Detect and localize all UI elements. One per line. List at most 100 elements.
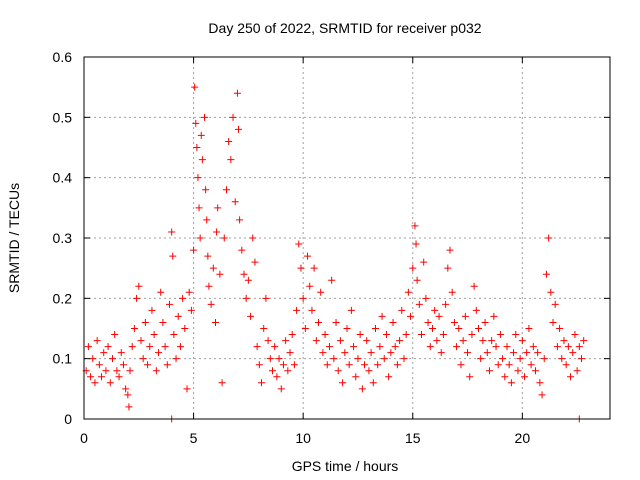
data-point (580, 337, 588, 345)
data-point (529, 343, 537, 351)
data-point (84, 343, 92, 351)
data-point (402, 331, 410, 339)
data-point (431, 306, 439, 314)
data-point (202, 186, 210, 194)
data-point (144, 361, 152, 369)
data-point (170, 331, 178, 339)
data-point (483, 349, 491, 357)
data-point (321, 331, 329, 339)
data-point (181, 325, 189, 332)
data-point (130, 325, 138, 332)
data-point (174, 312, 182, 320)
data-point (179, 294, 187, 302)
data-point (549, 318, 557, 326)
y-tick-label: 0.3 (53, 230, 73, 246)
data-point (306, 282, 314, 290)
data-point (426, 343, 434, 351)
data-point (152, 367, 160, 375)
data-point (218, 379, 226, 387)
data-point (573, 367, 581, 375)
data-point (247, 312, 255, 320)
data-point (122, 385, 130, 393)
y-tick-label: 0.5 (53, 109, 73, 125)
data-point (391, 343, 399, 351)
data-point (137, 337, 145, 345)
data-point (282, 337, 290, 345)
data-point (422, 294, 430, 302)
data-point (301, 325, 309, 332)
data-point (371, 325, 379, 332)
data-point (442, 300, 450, 308)
data-point (216, 270, 224, 278)
data-point (135, 282, 143, 290)
data-point (205, 282, 213, 290)
data-point (380, 355, 388, 363)
data-point (527, 361, 535, 369)
data-point (266, 355, 274, 363)
data-point (258, 379, 266, 387)
data-point (192, 119, 200, 127)
data-point (209, 264, 217, 272)
axis-ticks: 0 0.1 0.2 0.3 0.4 0.5 0.6 0 5 10 15 20 (53, 49, 610, 446)
data-point (148, 306, 156, 314)
data-point (227, 156, 235, 164)
data-point (310, 264, 318, 272)
data-point (358, 385, 366, 393)
data-point (198, 156, 206, 164)
data-point (98, 373, 106, 381)
data-point (516, 355, 524, 363)
data-point (374, 361, 382, 369)
chart-title: Day 250 of 2022, SRMTID for receiver p03… (208, 20, 481, 36)
data-point (204, 252, 212, 260)
data-point (213, 228, 221, 236)
data-point (455, 325, 463, 332)
data-point (95, 361, 103, 369)
data-point (404, 288, 412, 296)
data-point (512, 331, 520, 339)
data-point (439, 331, 447, 339)
data-point (260, 325, 268, 332)
data-point (356, 331, 364, 339)
data-point (169, 252, 177, 260)
data-point (197, 131, 205, 139)
data-point (91, 379, 99, 387)
data-point (308, 306, 316, 314)
data-point (176, 343, 184, 351)
x-tick-label: 15 (405, 430, 421, 446)
data-point (523, 349, 531, 357)
data-point (569, 349, 577, 357)
data-point (361, 361, 369, 369)
data-point (100, 349, 108, 357)
data-point (108, 355, 116, 363)
data-point (457, 361, 465, 369)
data-point (354, 355, 362, 363)
data-point (453, 343, 461, 351)
data-point (328, 276, 336, 284)
data-point (325, 343, 333, 351)
data-point (518, 337, 526, 345)
data-point (201, 113, 209, 121)
data-point (194, 174, 202, 182)
data-point (317, 288, 325, 296)
data-point (400, 355, 408, 363)
data-point (396, 337, 404, 345)
y-axis-label: SRMTID / TECUs (6, 183, 22, 293)
data-point (119, 361, 127, 369)
data-point (492, 343, 500, 351)
data-point (488, 337, 496, 345)
data-point (382, 331, 390, 339)
data-point (376, 343, 384, 351)
data-point (477, 355, 485, 363)
data-point (106, 379, 114, 387)
data-point (413, 276, 421, 284)
data-point (378, 312, 386, 320)
data-point (350, 343, 358, 351)
data-point (284, 367, 292, 375)
data-point (345, 361, 353, 369)
data-point (231, 198, 239, 206)
data-point (567, 373, 575, 381)
data-point (187, 306, 195, 314)
data-point (525, 325, 533, 332)
data-point (534, 349, 542, 357)
